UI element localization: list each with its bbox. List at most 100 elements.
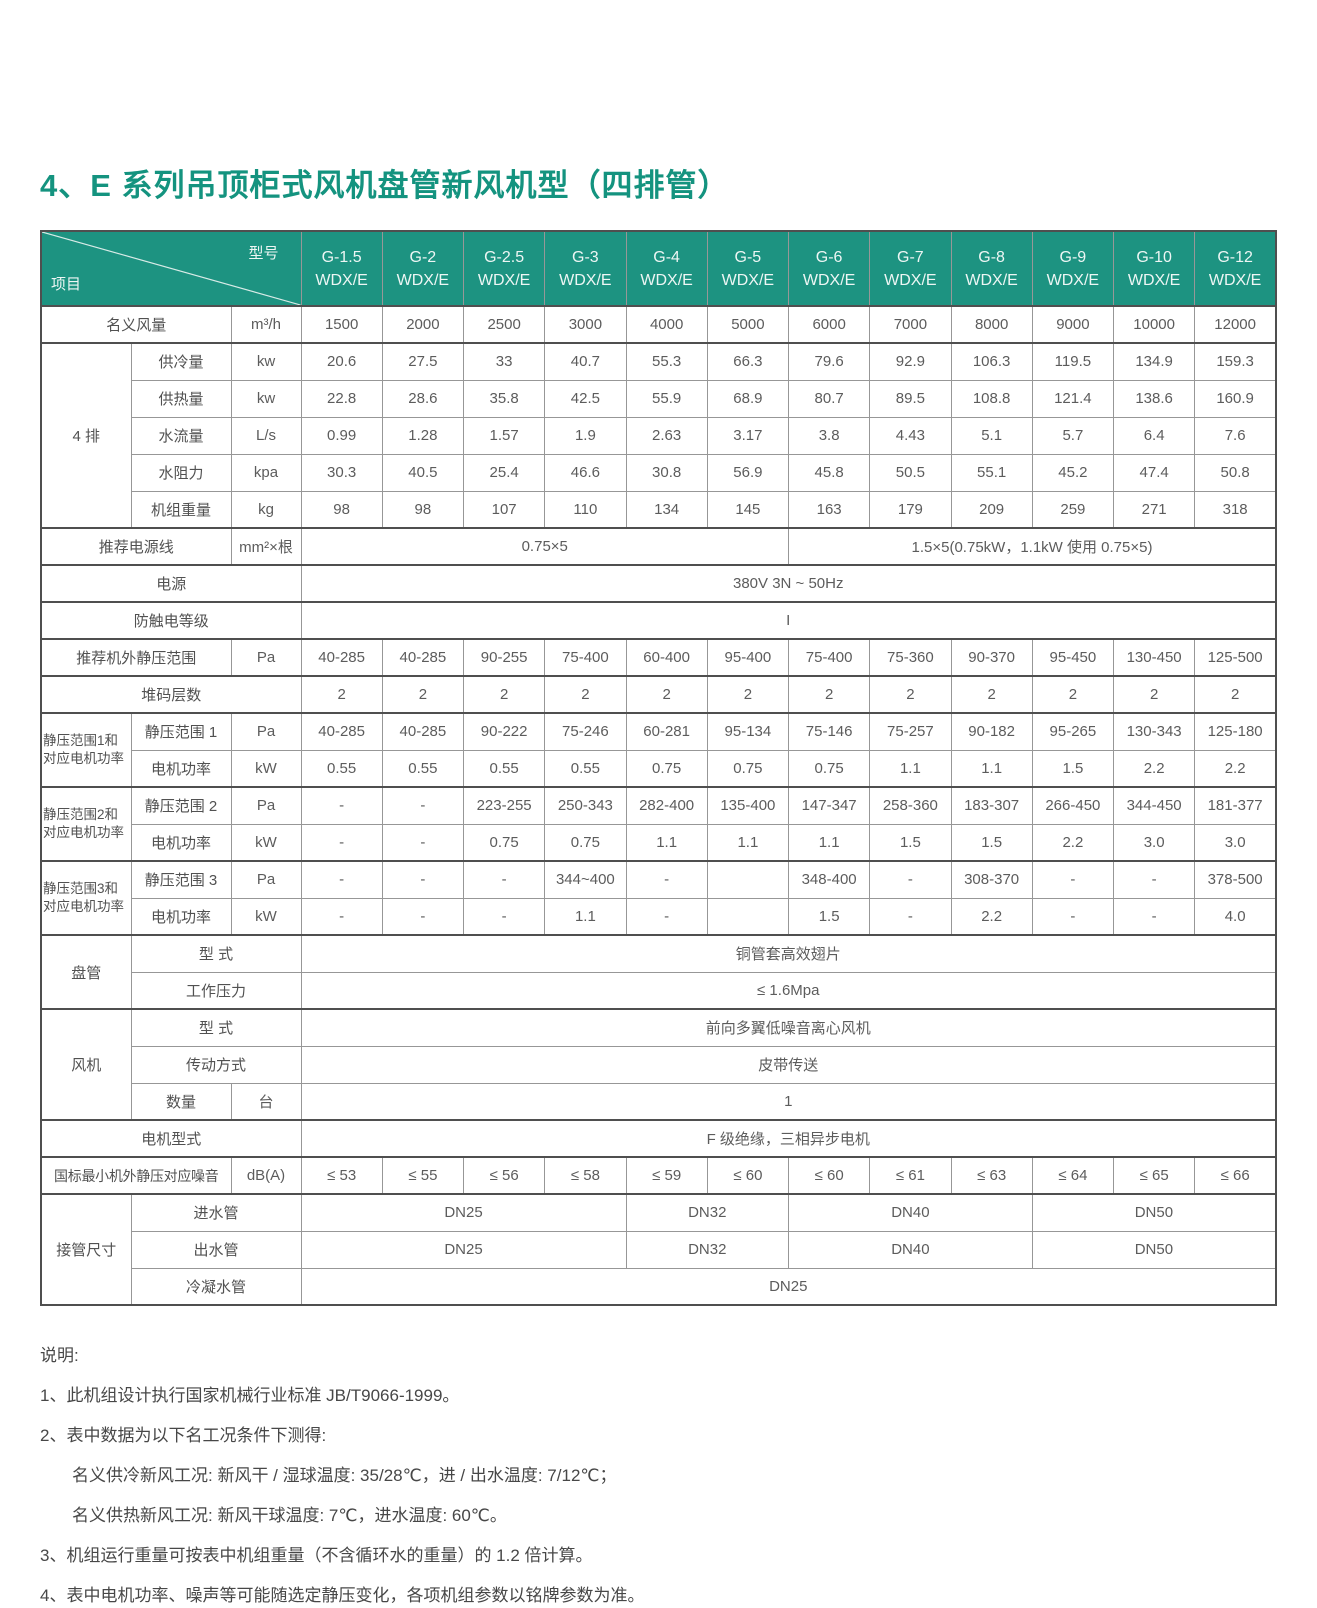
value-cell: 2 <box>1112 675 1196 714</box>
value-cell: 75-400 <box>544 638 627 677</box>
value-cell: 5000 <box>706 305 790 344</box>
value-cell: 12000 <box>1194 305 1277 344</box>
model-name: G-3 <box>572 248 599 266</box>
note-item: 3、机组运行重量可按表中机组重量（不含循环水的重量）的 1.2 倍计算。 <box>40 1546 593 1565</box>
value-cell: 271 <box>1112 490 1196 529</box>
value-cell: 259 <box>1031 490 1115 529</box>
value-cell: 0.75×5 <box>300 527 789 566</box>
value-cell: DN50 <box>1031 1193 1277 1232</box>
value-cell: - <box>869 897 952 936</box>
value-cell: 75-146 <box>787 712 871 751</box>
value-cell: 80.7 <box>787 379 871 418</box>
value-cell: 22.8 <box>300 379 383 418</box>
value-cell: 3.0 <box>1194 823 1277 862</box>
table-row: 传动方式 皮带传送 <box>41 1045 1277 1084</box>
row-label: 出水管 <box>130 1230 302 1269</box>
value-cell: 2.63 <box>625 416 708 455</box>
row-label: 电源 <box>40 564 302 603</box>
model-name: G-2 <box>409 248 437 266</box>
row-label: 冷凝水管 <box>130 1267 302 1306</box>
value-cell: 0.75 <box>625 749 708 788</box>
value-cell: DN25 <box>300 1230 627 1269</box>
table-row: 防触电等级 I <box>40 601 1277 640</box>
value-cell: DN32 <box>625 1193 789 1232</box>
value-cell: 2.2 <box>1112 749 1196 788</box>
value-cell: - <box>381 860 465 899</box>
model-header-cell: G-4 WDX/E <box>625 230 708 307</box>
value-cell <box>706 860 790 899</box>
unit-cell: kW <box>230 823 302 862</box>
value-cell: 1.57 <box>462 416 546 455</box>
value-cell: 6000 <box>787 305 871 344</box>
row-label: 水阻力 <box>130 453 232 492</box>
unit-cell: kg <box>230 490 302 529</box>
row-label: 电机功率 <box>130 823 232 862</box>
group-label: 静压范围3和 对应电机功率 <box>40 860 132 936</box>
value-cell: 60-281 <box>625 712 708 751</box>
value-cell: - <box>300 823 383 862</box>
row-label: 电机型式 <box>40 1119 302 1158</box>
value-cell: 50.8 <box>1194 453 1277 492</box>
table-row: 推荐电源线 mm²×根 0.75×5 1.5×5(0.75kW，1.1kW 使用 0.… <box>40 527 1277 566</box>
value-cell: 159.3 <box>1194 342 1277 381</box>
value-cell: - <box>381 897 465 936</box>
value-cell: ≤ 56 <box>462 1156 546 1195</box>
table-row: 接管尺寸 进水管 DN25 DN32 DN40 DN50 <box>40 1193 1277 1306</box>
value-cell: 90-370 <box>950 638 1033 677</box>
row-label: 机组重量 <box>130 490 232 529</box>
unit-cell: kW <box>230 897 302 936</box>
value-cell: DN32 <box>625 1230 789 1269</box>
value-cell: 108.8 <box>950 379 1033 418</box>
value-cell: 380V 3N ~ 50Hz <box>300 564 1277 603</box>
value-cell: 2 <box>1194 675 1277 714</box>
value-cell: 75-400 <box>787 638 871 677</box>
value-cell: 2 <box>300 675 383 714</box>
value-cell: ≤ 61 <box>869 1156 952 1195</box>
value-cell: 6.4 <box>1112 416 1196 455</box>
model-name: G-10 <box>1136 248 1172 266</box>
value-cell: 95-450 <box>1031 638 1115 677</box>
value-cell: 40.5 <box>381 453 465 492</box>
value-cell: - <box>625 897 708 936</box>
value-cell: 7000 <box>869 305 952 344</box>
value-cell: 1.1 <box>869 749 952 788</box>
value-cell: 3000 <box>544 305 627 344</box>
model-name: G-8 <box>978 248 1005 266</box>
value-cell: 1.1 <box>625 823 708 862</box>
unit-cell: L/s <box>230 416 302 455</box>
value-cell: 50.5 <box>869 453 952 492</box>
table-row: 堆码层数 2 2 2 2 2 2 2 2 2 2 2 2 <box>40 675 1277 714</box>
model-name: G-12 <box>1217 248 1253 266</box>
value-cell: 378-500 <box>1194 860 1277 899</box>
value-cell: 46.6 <box>544 453 627 492</box>
value-cell: 138.6 <box>1112 379 1196 418</box>
group-label: 接管尺寸 <box>40 1193 132 1306</box>
value-cell: 0.99 <box>300 416 383 455</box>
value-cell: 60-400 <box>625 638 708 677</box>
value-cell: 2 <box>381 675 465 714</box>
value-cell: 0.55 <box>462 749 546 788</box>
table-row: 静压范围2和 对应电机功率 静压范围 2 Pa - -223-255 250-343 282… <box>40 786 1277 862</box>
value-cell: 90-222 <box>462 712 546 751</box>
value-cell: 75-246 <box>544 712 627 751</box>
note-item: 4、表中电机功率、噪声等可能随选定静压变化，各项机组参数以铭牌参数为准。 <box>40 1586 645 1605</box>
model-series: WDX/E <box>1046 271 1100 289</box>
table-row: 电源 380V 3N ~ 50Hz <box>40 564 1277 603</box>
value-cell: 258-360 <box>869 786 952 825</box>
value-cell: 183-307 <box>950 786 1033 825</box>
group-label: 静压范围2和 对应电机功率 <box>40 786 132 862</box>
value-cell: 125-500 <box>1194 638 1277 677</box>
value-cell: 铜管套高效翅片 <box>300 934 1277 973</box>
value-cell <box>706 897 790 936</box>
value-cell: 1.5 <box>1031 749 1115 788</box>
value-cell: 0.75 <box>544 823 627 862</box>
value-cell: 25.4 <box>462 453 546 492</box>
value-cell: - <box>1112 860 1196 899</box>
row-label: 静压范围 1 <box>130 712 232 751</box>
value-cell: 2.2 <box>1194 749 1277 788</box>
value-cell: 98 <box>300 490 383 529</box>
model-series: WDX/E <box>1127 271 1181 289</box>
unit-cell: kpa <box>230 453 302 492</box>
model-series: WDX/E <box>965 271 1018 289</box>
